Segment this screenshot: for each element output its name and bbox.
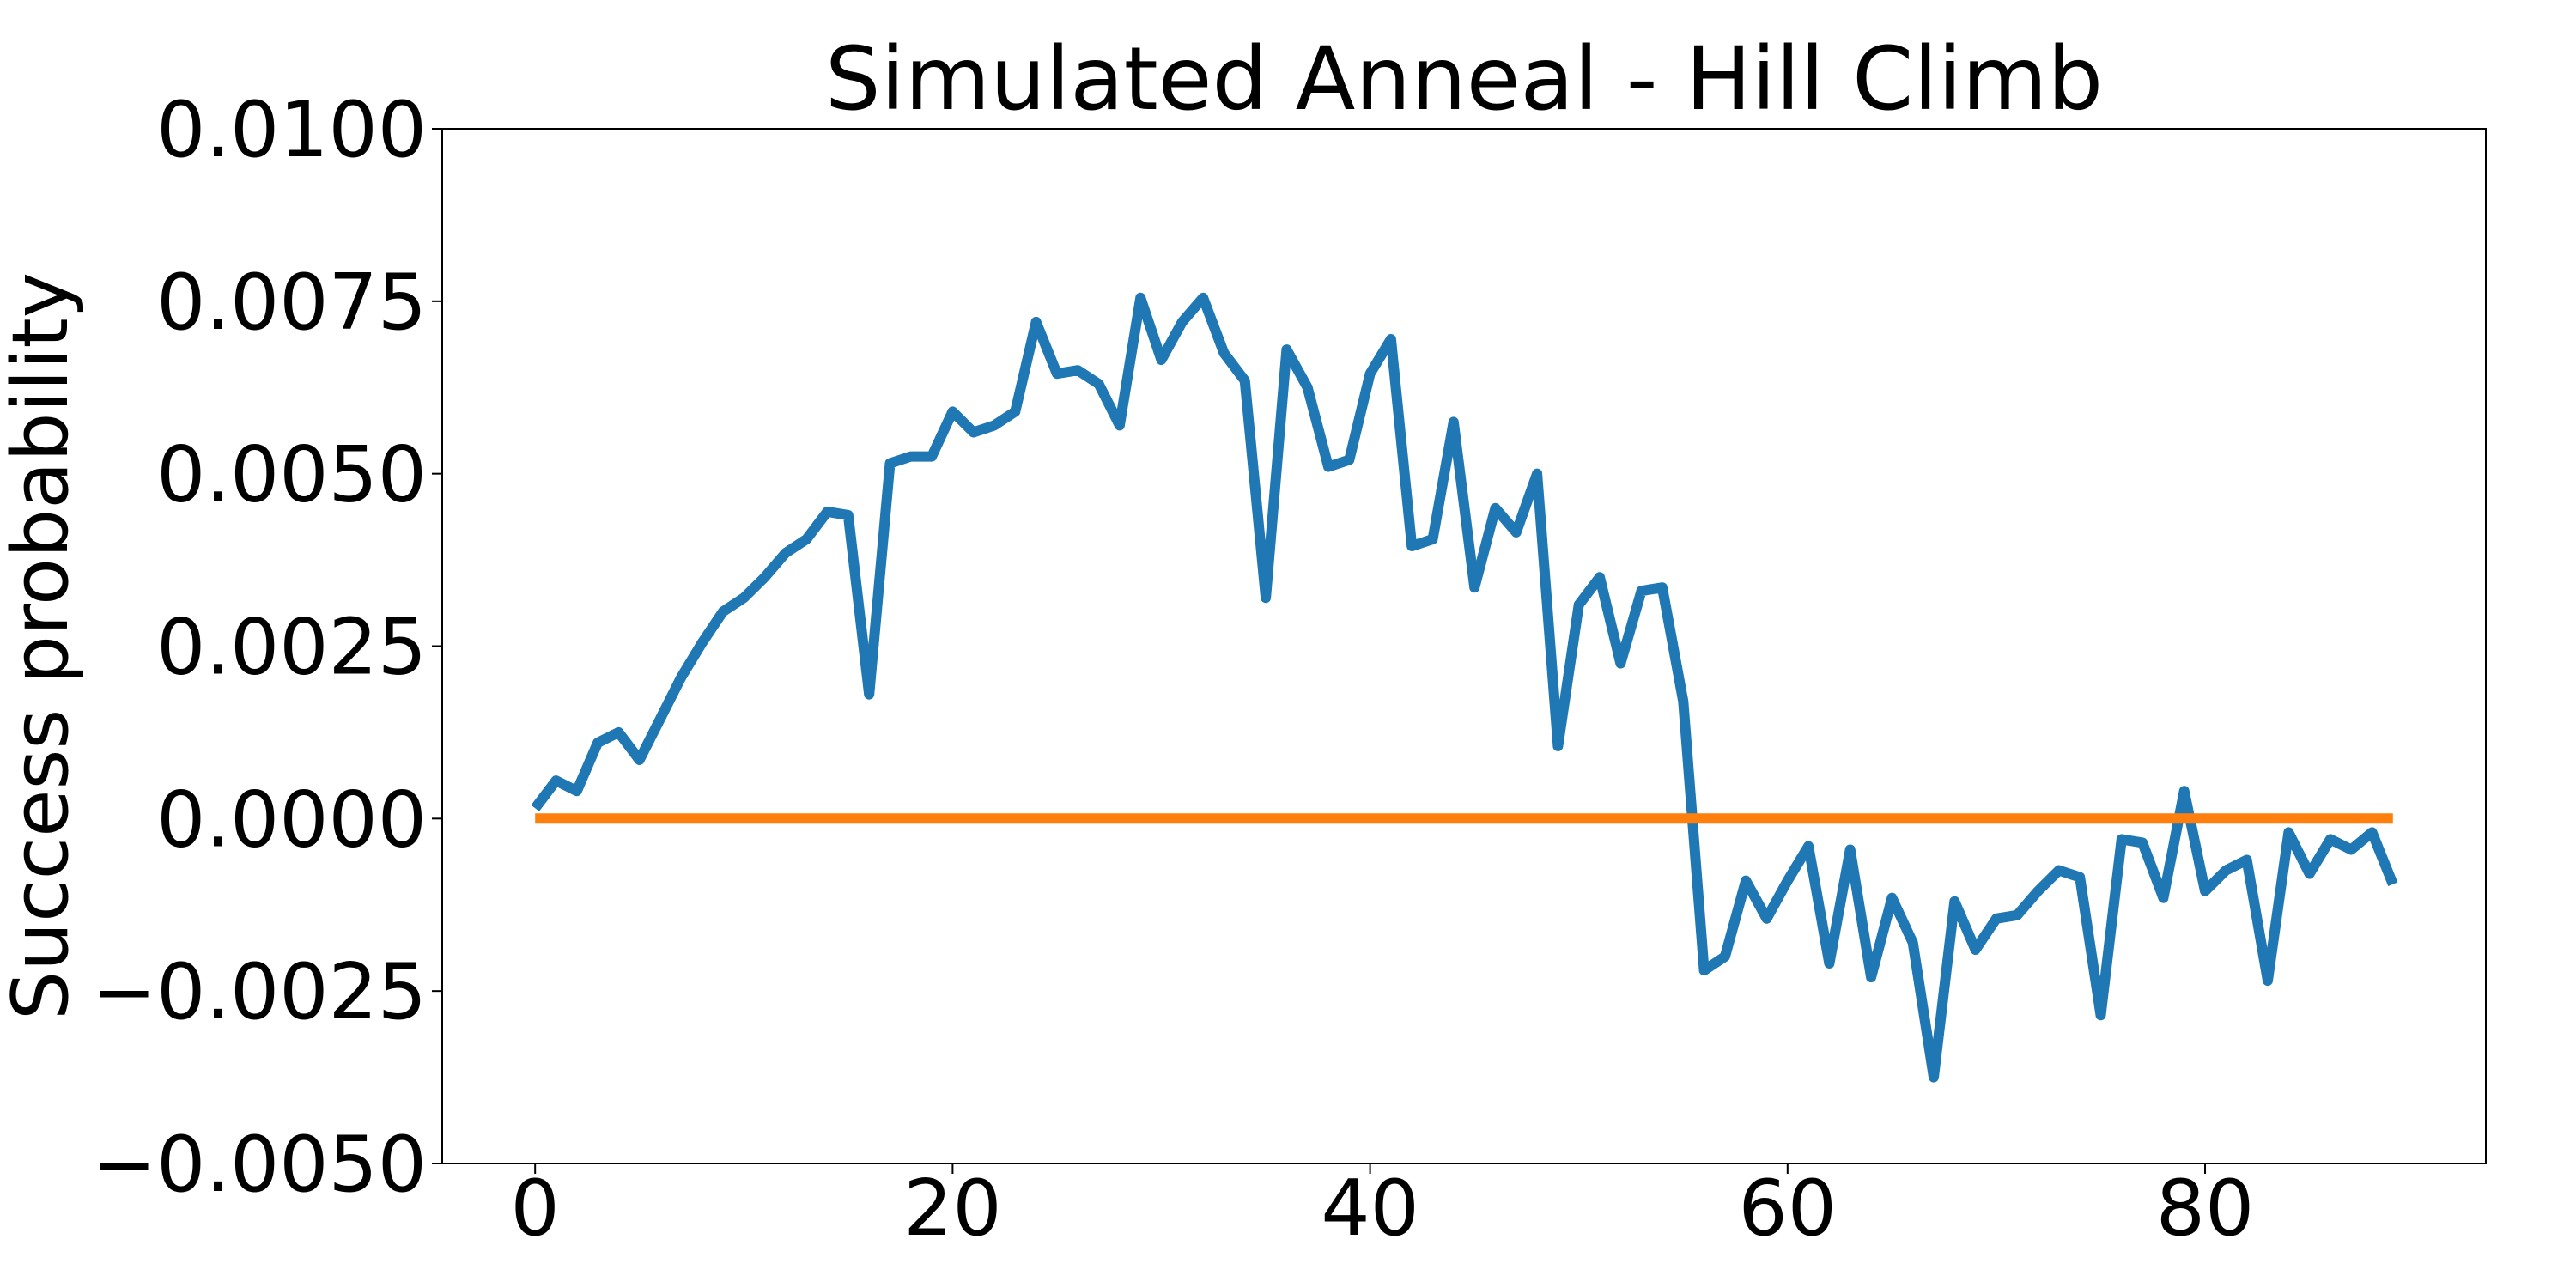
series-line-1 (531, 292, 2398, 1083)
y-tick-label: −0.0050 (92, 1120, 427, 1210)
y-tick-label: 0.0100 (156, 85, 427, 175)
y-tick-label: 0.0000 (156, 775, 427, 865)
y-tick-label: −0.0025 (92, 947, 427, 1037)
y-axis: −0.0050 −0.0025 0.0000 0.0025 0.0050 0.0075 0.… (92, 85, 442, 1210)
x-axis: 0 20 40 60 80 (511, 1163, 2255, 1254)
plot-area (531, 292, 2398, 1083)
y-tick-label: 0.0025 (156, 603, 427, 693)
y-tick-label: 0.0075 (156, 258, 427, 348)
x-tick-label: 20 (903, 1163, 1002, 1254)
x-tick-label: 60 (1739, 1163, 1838, 1254)
y-axis-label: Success probability (0, 272, 86, 1020)
x-tick-label: 80 (2156, 1163, 2255, 1254)
x-tick-label: 40 (1321, 1163, 1419, 1254)
y-tick-label: 0.0050 (156, 430, 427, 520)
chart-title: Simulated Anneal - Hill Climb (825, 28, 2103, 131)
x-tick-label: 0 (511, 1163, 560, 1254)
plot-frame (441, 128, 2487, 1164)
series-group (531, 292, 2398, 1083)
